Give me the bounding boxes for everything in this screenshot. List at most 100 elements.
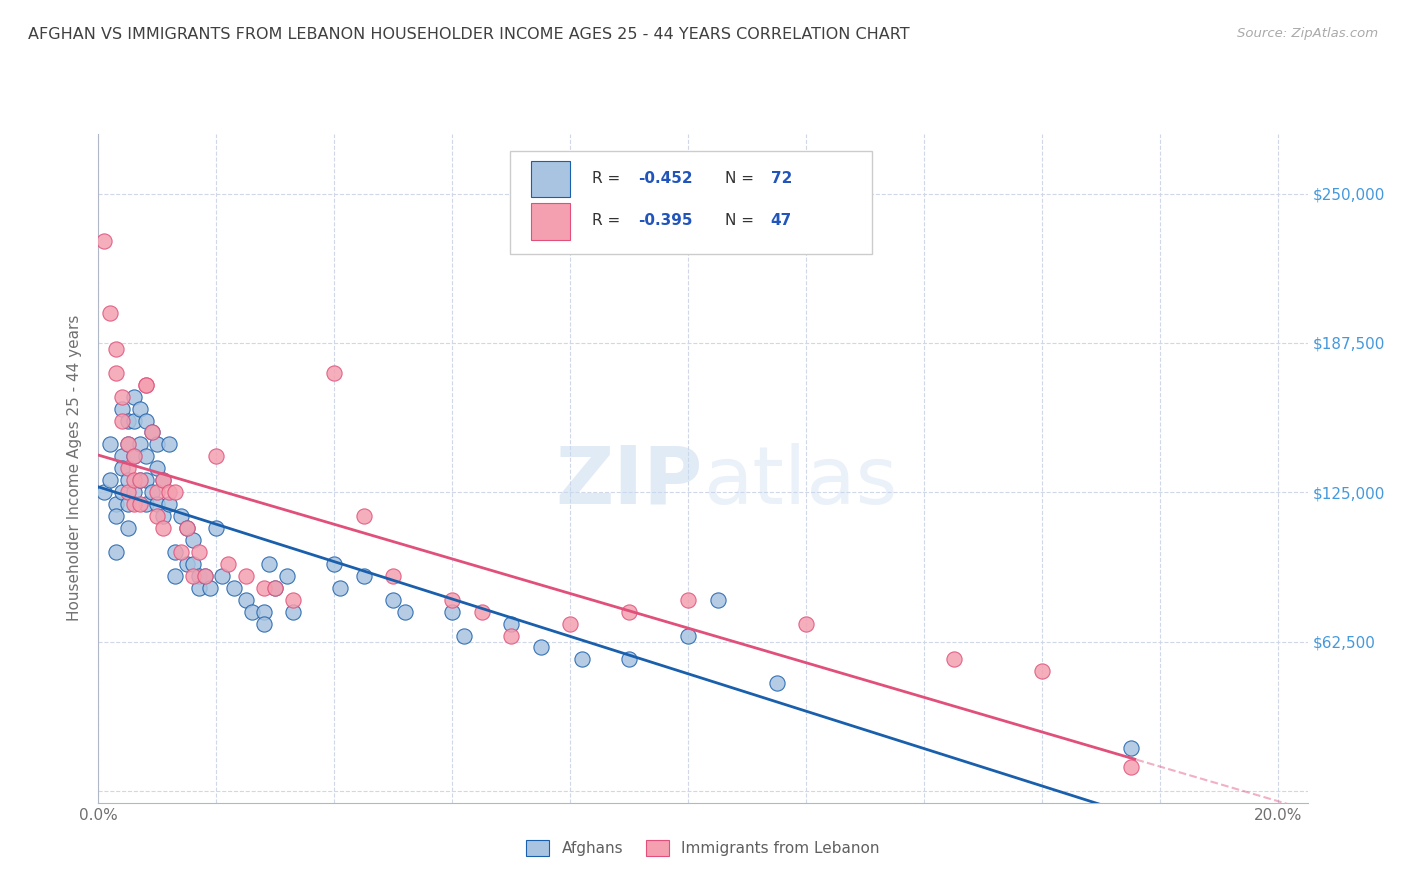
Point [146, 437, 169, 451]
Text: atlas: atlas [703, 442, 897, 521]
Point [105, 497, 128, 511]
Point [152, 521, 174, 535]
Point [252, 581, 274, 595]
Point [105, 545, 128, 559]
Text: R =: R = [592, 213, 624, 228]
Point [93, 485, 115, 500]
Point [187, 545, 209, 559]
Text: Source: ZipAtlas.com: Source: ZipAtlas.com [1237, 27, 1378, 40]
Point [276, 569, 298, 583]
Point [117, 497, 139, 511]
Point [165, 485, 187, 500]
Point [323, 366, 346, 380]
Point [259, 557, 281, 571]
Point [105, 342, 128, 356]
Point [146, 497, 169, 511]
Point [146, 485, 169, 500]
Point [141, 425, 163, 440]
Point [128, 473, 150, 487]
Point [111, 413, 134, 427]
Point [122, 390, 145, 404]
Point [165, 545, 187, 559]
Point [205, 521, 228, 535]
Point [382, 569, 405, 583]
Point [111, 450, 134, 464]
Point [571, 652, 593, 666]
Point [176, 521, 198, 535]
Point [117, 521, 139, 535]
Point [128, 497, 150, 511]
Point [217, 557, 239, 571]
Y-axis label: Householder Income Ages 25 - 44 years: Householder Income Ages 25 - 44 years [67, 315, 83, 622]
Text: -0.395: -0.395 [638, 213, 692, 228]
Point [501, 616, 523, 631]
Point [122, 450, 145, 464]
Point [141, 425, 163, 440]
Point [471, 605, 494, 619]
Point [441, 605, 464, 619]
Point [181, 569, 204, 583]
Point [382, 592, 405, 607]
Point [165, 569, 187, 583]
Point [122, 485, 145, 500]
Point [619, 652, 641, 666]
Point [187, 569, 209, 583]
Point [176, 521, 198, 535]
Point [117, 485, 139, 500]
Point [135, 473, 157, 487]
Text: N =: N = [724, 213, 759, 228]
Point [117, 413, 139, 427]
Point [211, 569, 233, 583]
Point [117, 437, 139, 451]
Point [105, 509, 128, 524]
Point [128, 473, 150, 487]
Point [194, 569, 217, 583]
Point [281, 605, 304, 619]
Point [117, 473, 139, 487]
Point [128, 437, 150, 451]
Point [122, 413, 145, 427]
Point [1031, 665, 1053, 679]
FancyBboxPatch shape [531, 202, 569, 240]
Point [135, 450, 157, 464]
Point [170, 545, 193, 559]
Point [170, 509, 193, 524]
Point [98, 437, 121, 451]
Point [111, 485, 134, 500]
Point [105, 366, 128, 380]
Point [441, 592, 464, 607]
Point [323, 557, 346, 571]
Point [176, 557, 198, 571]
Point [530, 640, 553, 655]
Point [235, 569, 257, 583]
Point [135, 413, 157, 427]
Point [122, 497, 145, 511]
Point [135, 497, 157, 511]
Point [157, 485, 180, 500]
Point [117, 461, 139, 475]
Point [117, 437, 139, 451]
Point [157, 497, 180, 511]
Point [194, 569, 217, 583]
Point [501, 628, 523, 642]
Point [93, 235, 115, 249]
Point [942, 652, 965, 666]
Point [181, 557, 204, 571]
Text: ZIP: ZIP [555, 442, 703, 521]
Point [281, 592, 304, 607]
Text: N =: N = [724, 171, 759, 186]
Point [394, 605, 416, 619]
Point [157, 437, 180, 451]
Legend: Afghans, Immigrants from Lebanon: Afghans, Immigrants from Lebanon [520, 834, 886, 862]
Point [181, 533, 204, 547]
Text: 47: 47 [770, 213, 792, 228]
Text: 72: 72 [770, 171, 792, 186]
Point [235, 592, 257, 607]
Point [240, 605, 263, 619]
Point [205, 450, 228, 464]
Point [128, 401, 150, 416]
Point [152, 473, 174, 487]
Point [111, 401, 134, 416]
FancyBboxPatch shape [509, 151, 872, 254]
Point [98, 306, 121, 320]
